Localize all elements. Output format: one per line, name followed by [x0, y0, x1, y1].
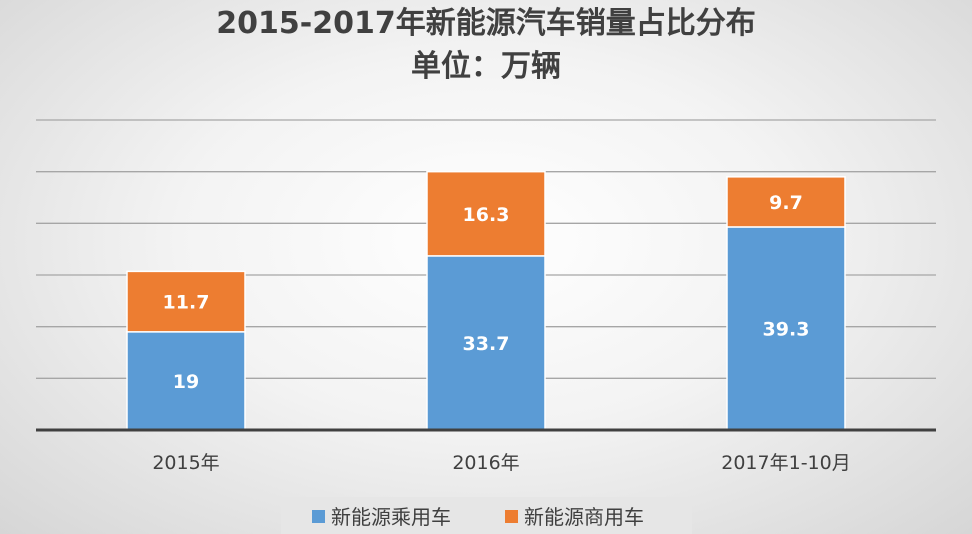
legend-item: 新能源乘用车: [331, 505, 451, 529]
data-label: 39.3: [763, 318, 810, 340]
data-label: 16.3: [463, 204, 510, 226]
data-label: 19: [173, 371, 199, 393]
bars: 19 11.7 33.7 16.3 39.3 9.7: [126, 170, 846, 431]
bar-segment: [126, 270, 246, 333]
data-label: 9.7: [769, 192, 803, 214]
chart-subtitle: 单位：万辆: [411, 49, 561, 84]
bar-segment: [726, 176, 846, 228]
data-label: 33.7: [463, 333, 510, 355]
chart-title: 2015-2017年新能源汽车销量占比分布: [216, 6, 755, 41]
x-tick-label: 2015年: [152, 452, 219, 474]
x-tick-label: 2016年: [452, 452, 519, 474]
legend: 新能源乘用车 新能源商用车: [281, 497, 692, 534]
legend-background: [281, 497, 692, 534]
x-tick-label: 2017年1-10月: [721, 452, 850, 474]
legend-swatch: [505, 510, 518, 523]
bar-segment: [726, 226, 846, 431]
legend-item: 新能源商用车: [524, 505, 644, 529]
bar-segment: [426, 255, 546, 431]
x-tick-labels: 2015年 2016年 2017年1-10月: [152, 452, 850, 474]
legend-swatch: [312, 510, 325, 523]
bar-segment: [426, 170, 546, 257]
data-label: 11.7: [163, 292, 210, 314]
